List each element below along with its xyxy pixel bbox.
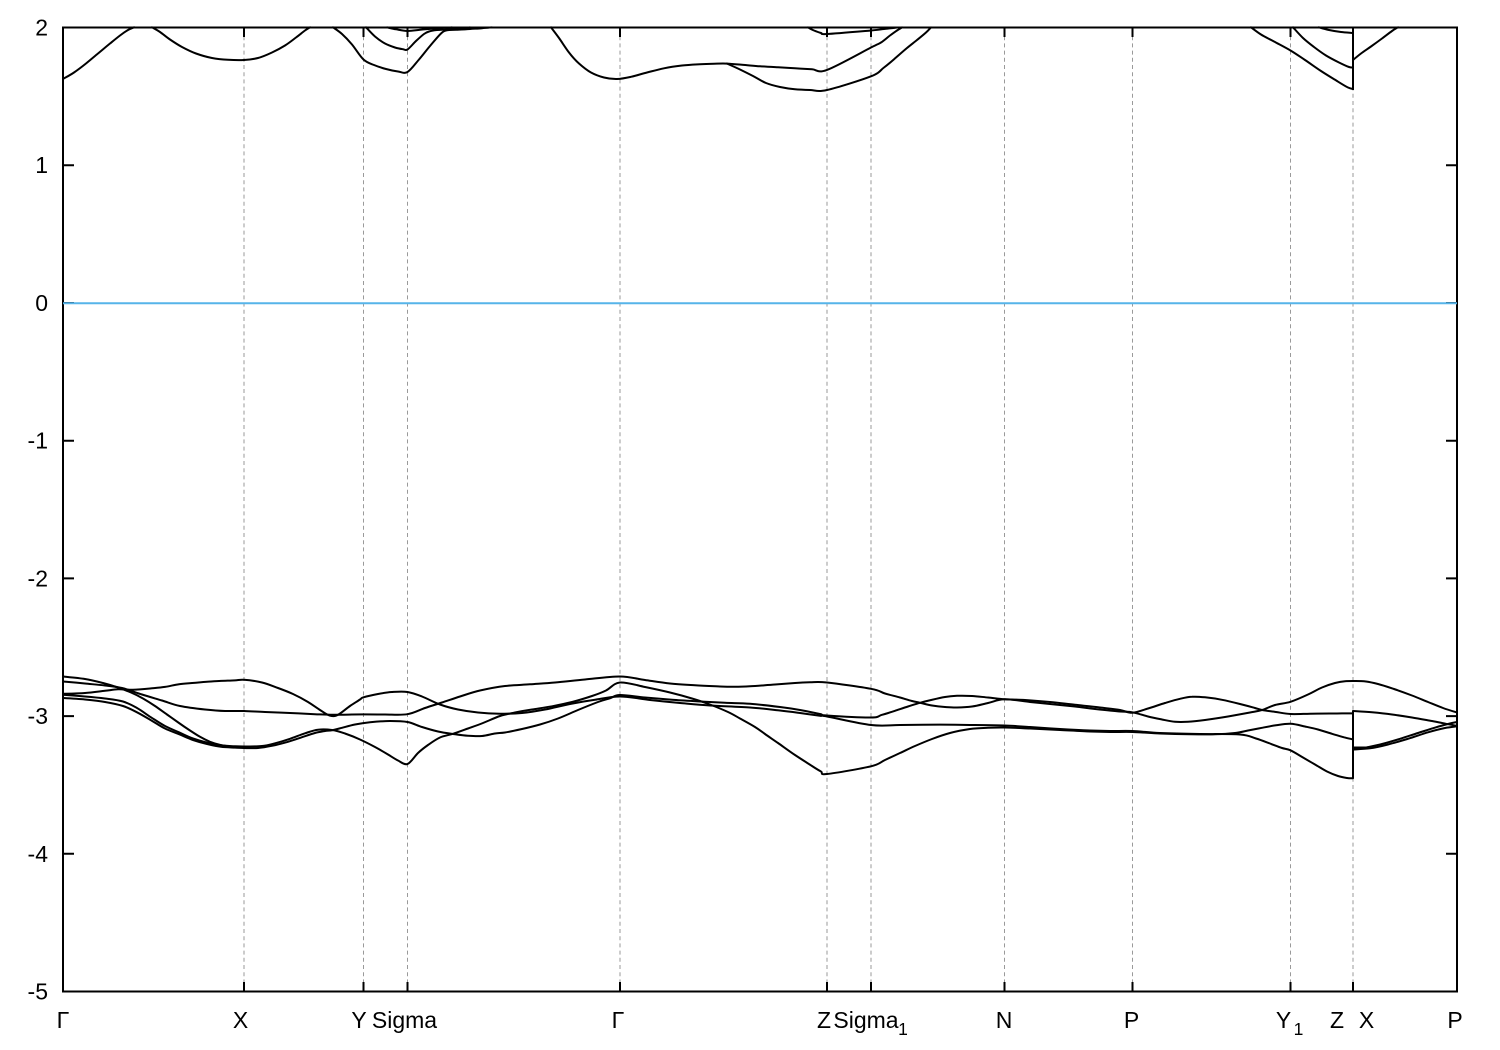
svg-text:-1: -1 [28, 428, 48, 454]
svg-text:X: X [1359, 1007, 1374, 1033]
svg-text:Z: Z [1330, 1007, 1344, 1033]
svg-text:N: N [996, 1007, 1013, 1033]
svg-text:Z: Z [817, 1007, 831, 1033]
svg-text:Γ: Γ [57, 1007, 70, 1033]
svg-text:2: 2 [35, 15, 48, 41]
svg-text:1: 1 [35, 152, 48, 178]
svg-text:-3: -3 [28, 703, 48, 729]
svg-text:P: P [1447, 1007, 1462, 1033]
svg-text:0: 0 [35, 290, 48, 316]
svg-text:-4: -4 [28, 841, 49, 867]
svg-text:1: 1 [898, 1019, 908, 1039]
svg-text:X: X [233, 1007, 248, 1033]
svg-text:-2: -2 [28, 565, 48, 591]
svg-text:Γ: Γ [612, 1007, 625, 1033]
svg-text:Y: Y [1276, 1007, 1291, 1033]
svg-text:1: 1 [1294, 1019, 1304, 1039]
svg-text:Sigma: Sigma [372, 1007, 437, 1033]
svg-text:Y: Y [351, 1007, 366, 1033]
svg-text:P: P [1124, 1007, 1139, 1033]
svg-text:Sigma: Sigma [833, 1007, 898, 1033]
svg-text:-5: -5 [28, 979, 48, 1005]
